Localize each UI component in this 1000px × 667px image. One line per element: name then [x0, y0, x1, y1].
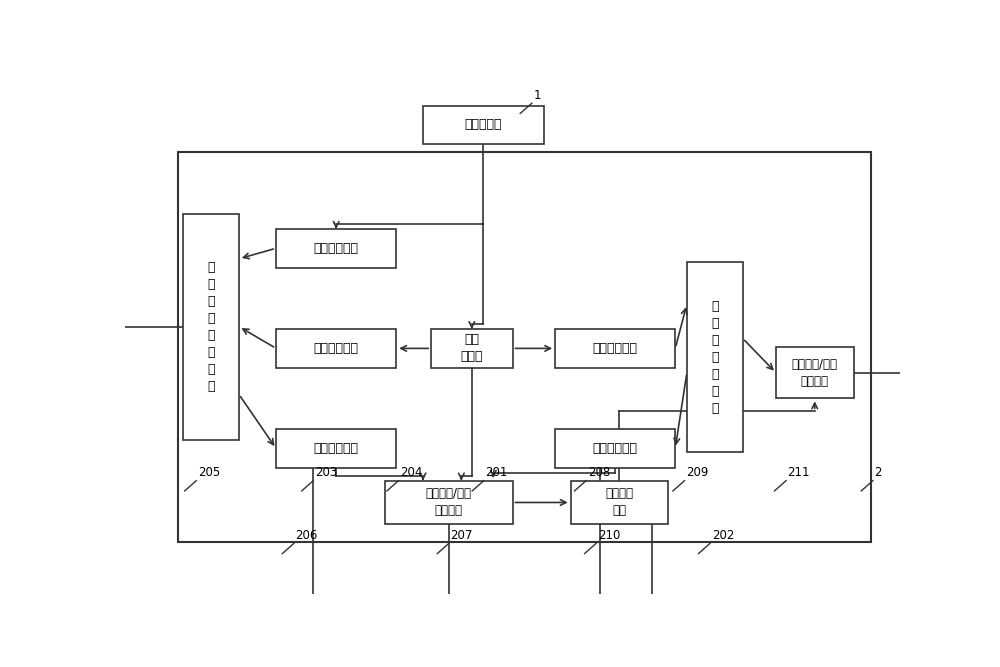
Text: 第一时延/相位
补偿模块: 第一时延/相位 补偿模块	[792, 358, 838, 388]
Bar	[385, 481, 512, 524]
Text: 204: 204	[400, 466, 422, 479]
Text: 第一时延/相位
检测模块: 第一时延/相位 检测模块	[426, 488, 472, 518]
Text: 201: 201	[485, 466, 508, 479]
Bar	[276, 430, 396, 468]
Text: 207: 207	[450, 529, 473, 542]
Text: 第二光收模块: 第二光收模块	[593, 442, 638, 455]
Text: 209: 209	[686, 466, 708, 479]
Text: 第一控制
模块: 第一控制 模块	[605, 488, 633, 518]
Text: 宽带频率源: 宽带频率源	[465, 119, 502, 131]
Text: 2: 2	[874, 466, 882, 479]
Text: 202: 202	[712, 529, 734, 542]
Text: 1: 1	[533, 89, 541, 101]
Text: 211: 211	[788, 466, 810, 479]
Text: 205: 205	[198, 466, 220, 479]
Text: 206: 206	[296, 529, 318, 542]
Text: 第一光收模块: 第一光收模块	[314, 442, 359, 455]
Bar	[183, 213, 239, 440]
Bar	[423, 106, 544, 144]
Bar	[687, 262, 743, 452]
Text: 参考
频率源: 参考 频率源	[461, 334, 483, 364]
Bar	[571, 481, 668, 524]
Bar	[555, 430, 675, 468]
Bar	[276, 329, 396, 368]
Bar	[178, 152, 871, 542]
Bar	[776, 347, 854, 398]
Bar	[555, 329, 675, 368]
Text: 第二光发模块: 第二光发模块	[314, 342, 359, 355]
Text: 210: 210	[598, 529, 620, 542]
Text: 203: 203	[315, 466, 337, 479]
Text: 208: 208	[588, 466, 610, 479]
Bar	[431, 329, 512, 368]
Text: 第三光发模块: 第三光发模块	[593, 342, 638, 355]
Text: 第
一
波
分
复
用
模
块: 第 一 波 分 复 用 模 块	[207, 261, 215, 393]
Text: 第
二
波
分
复
用
块: 第 二 波 分 复 用 块	[711, 300, 719, 415]
Text: 第一光发模块: 第一光发模块	[314, 241, 359, 255]
Bar	[276, 229, 396, 267]
